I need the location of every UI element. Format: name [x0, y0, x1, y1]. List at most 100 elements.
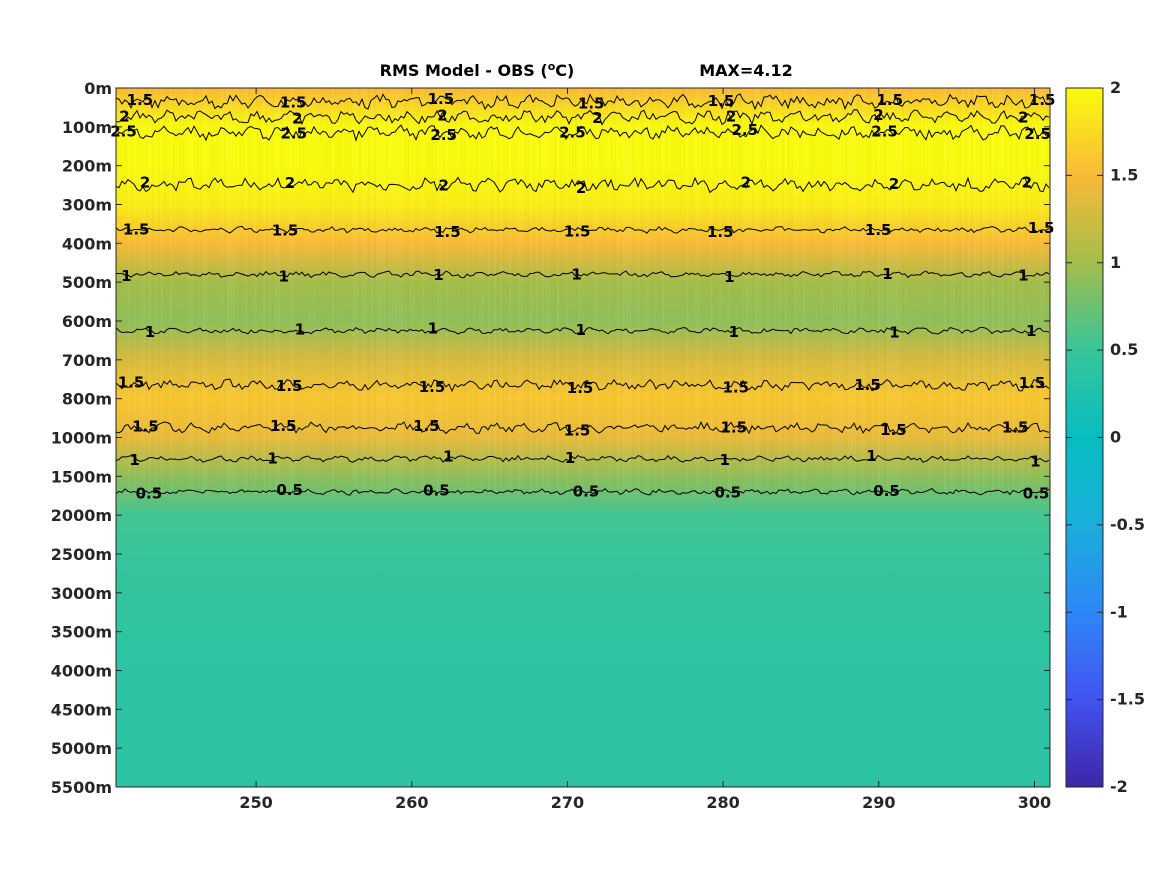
texture-strip: [554, 88, 556, 496]
texture-strip: [869, 88, 871, 496]
contour-label: 1: [1026, 322, 1036, 340]
texture-strip: [182, 88, 184, 496]
texture-strip: [836, 88, 838, 496]
texture-strip: [377, 88, 379, 496]
texture-strip: [398, 88, 400, 496]
contour-label: 0.5: [136, 484, 163, 502]
contour-label: 1.5: [707, 223, 734, 241]
texture-strip: [950, 88, 952, 496]
texture-strip: [476, 88, 478, 496]
texture-strip: [215, 88, 217, 496]
texture-strip: [671, 88, 673, 496]
texture-strip: [386, 88, 388, 496]
contour-label: 1.5: [127, 91, 154, 109]
y-tick-label: 3000m: [51, 584, 112, 603]
texture-strip: [239, 88, 241, 496]
contour-label: 2: [726, 107, 736, 125]
contour-label: 1.5: [132, 418, 159, 436]
texture-strip: [542, 88, 544, 496]
x-tick-label: 270: [551, 793, 584, 812]
texture-strip: [197, 88, 199, 496]
texture-strip: [788, 88, 790, 496]
texture-strip: [482, 88, 484, 496]
texture-strip: [338, 88, 340, 496]
contour-label: 2.5: [732, 121, 759, 139]
texture-strip: [431, 88, 433, 496]
texture-strip: [521, 88, 523, 496]
texture-strip: [1034, 88, 1036, 496]
texture-strip: [974, 88, 976, 496]
contour-label: 1.5: [413, 417, 440, 435]
x-tick-label: 300: [1018, 793, 1051, 812]
texture-strip: [497, 88, 499, 496]
texture-strip: [212, 88, 214, 496]
texture-strip: [632, 88, 634, 496]
y-tick-label: 3500m: [51, 623, 112, 642]
texture-strip: [131, 88, 133, 496]
texture-strip: [275, 88, 277, 496]
texture-strip: [668, 88, 670, 496]
contour-line: [116, 176, 1050, 194]
texture-strip: [551, 88, 553, 496]
field-texture: [116, 88, 1048, 496]
contour-label: 1.5: [428, 90, 455, 108]
max-label: MAX=4.12: [699, 61, 793, 80]
texture-strip: [590, 88, 592, 496]
contour-label: 2: [1018, 108, 1028, 126]
texture-strip: [956, 88, 958, 496]
texture-strip: [746, 88, 748, 496]
texture-strip: [200, 88, 202, 496]
texture-strip: [680, 88, 682, 496]
contour-label: 2.5: [1024, 125, 1051, 143]
texture-strip: [206, 88, 208, 496]
texture-strip: [488, 88, 490, 496]
contour-label: 0.5: [873, 482, 900, 500]
texture-strip: [731, 88, 733, 496]
texture-strip: [935, 88, 937, 496]
texture-strip: [923, 88, 925, 496]
texture-strip: [383, 88, 385, 496]
texture-strip: [839, 88, 841, 496]
y-tick-label: 400m: [62, 234, 112, 253]
y-tick-label: 2000m: [51, 506, 112, 525]
contour-label: 2.5: [871, 122, 898, 140]
colorbar-ticks: 2 1.5 1 0.5 0 -0.5 -1 -1.5 -2: [1066, 78, 1145, 796]
texture-strip: [395, 88, 397, 496]
texture-strip: [254, 88, 256, 496]
texture-strip: [782, 88, 784, 496]
contour-label: 1.5: [118, 374, 145, 392]
contour-label: 2.5: [110, 122, 137, 140]
contour-line: [116, 326, 1050, 335]
texture-strip: [773, 88, 775, 496]
texture-strip: [503, 88, 505, 496]
texture-strip: [830, 88, 832, 496]
texture-strip: [926, 88, 928, 496]
colorbar-scale: [1065, 87, 1104, 788]
texture-strip: [1025, 88, 1027, 496]
texture-strip: [371, 88, 373, 496]
texture-strip: [326, 88, 328, 496]
texture-strip: [938, 88, 940, 496]
x-tick-label: 260: [395, 793, 428, 812]
texture-strip: [245, 88, 247, 496]
texture-strip: [1001, 88, 1003, 496]
texture-strip: [965, 88, 967, 496]
y-tick-label: 100m: [62, 118, 112, 137]
texture-strip: [932, 88, 934, 496]
contour-label: 2: [889, 175, 899, 193]
texture-strip: [257, 88, 259, 496]
texture-strip: [359, 88, 361, 496]
texture-strip: [449, 88, 451, 496]
contour-label: 2: [140, 173, 150, 191]
contour-label: 1.5: [567, 379, 594, 397]
texture-strip: [485, 88, 487, 496]
texture-strip: [512, 88, 514, 496]
contour-line: [116, 109, 1050, 126]
texture-strip: [608, 88, 610, 496]
texture-strip: [407, 88, 409, 496]
contour-label: 0.5: [423, 482, 450, 500]
contour-label: 1.5: [1002, 419, 1029, 437]
texture-strip: [1046, 88, 1048, 496]
contour-label: 2.5: [281, 124, 308, 142]
texture-strip: [914, 88, 916, 496]
